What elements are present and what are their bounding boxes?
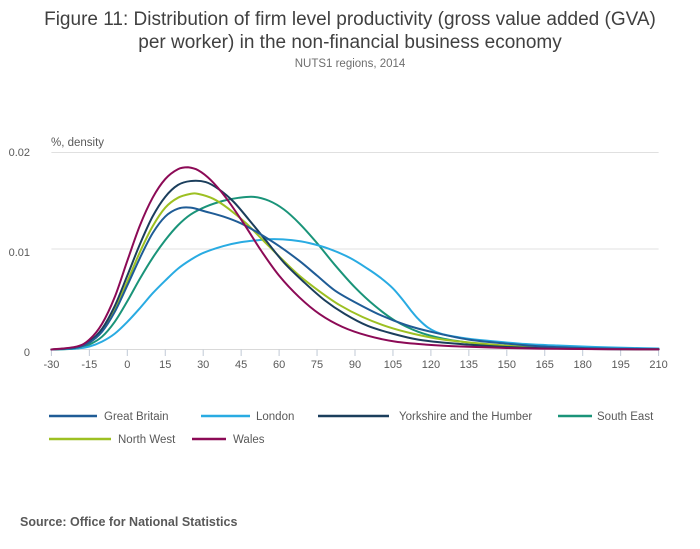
- svg-text:135: 135: [460, 359, 478, 371]
- svg-text:Yorkshire and the Humber: Yorkshire and the Humber: [399, 411, 532, 423]
- svg-text:Wales: Wales: [233, 434, 265, 446]
- svg-text:0: 0: [124, 359, 130, 371]
- svg-text:South East: South East: [597, 411, 654, 423]
- svg-text:0.01: 0.01: [9, 247, 30, 259]
- svg-text:105: 105: [384, 359, 402, 371]
- svg-text:North West: North West: [118, 434, 176, 446]
- svg-text:-15: -15: [81, 359, 97, 371]
- svg-text:45: 45: [235, 359, 247, 371]
- svg-text:0.02: 0.02: [9, 147, 30, 159]
- svg-text:120: 120: [422, 359, 440, 371]
- svg-text:60: 60: [273, 359, 285, 371]
- svg-text:30: 30: [197, 359, 209, 371]
- svg-text:Great Britain: Great Britain: [104, 411, 169, 423]
- svg-text:-30: -30: [43, 359, 59, 371]
- svg-text:London: London: [256, 411, 294, 423]
- svg-text:%, density: %, density: [51, 137, 104, 149]
- svg-text:75: 75: [311, 359, 323, 371]
- svg-text:165: 165: [536, 359, 554, 371]
- svg-text:195: 195: [611, 359, 629, 371]
- svg-text:0: 0: [24, 347, 30, 359]
- svg-text:15: 15: [159, 359, 171, 371]
- svg-text:150: 150: [498, 359, 516, 371]
- svg-text:180: 180: [574, 359, 592, 371]
- svg-text:210: 210: [649, 359, 667, 371]
- svg-text:90: 90: [349, 359, 361, 371]
